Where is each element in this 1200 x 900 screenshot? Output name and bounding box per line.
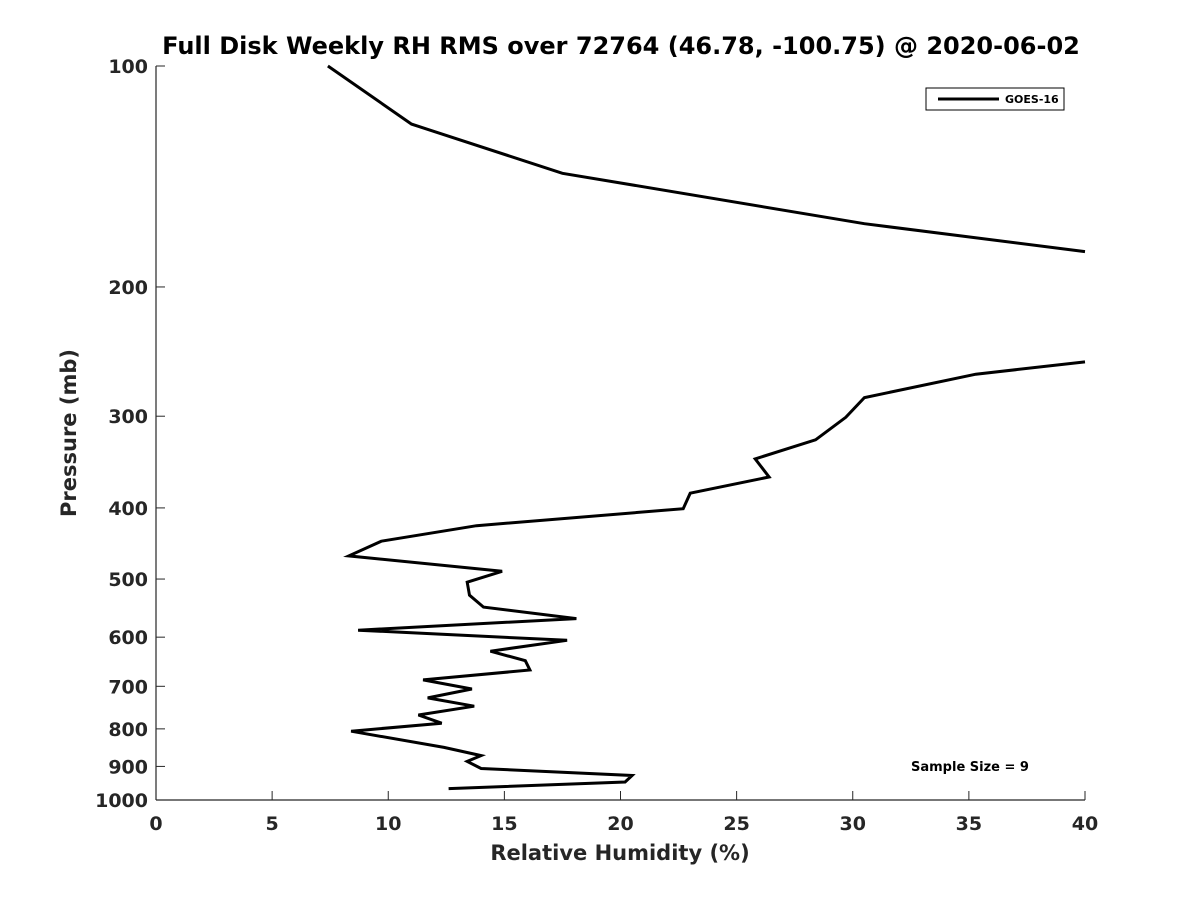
series-layer [327,64,1086,791]
y-tick-label: 600 [108,627,148,649]
x-tick-label: 30 [840,813,866,835]
series-line-segment-1 [327,64,1086,254]
x-tick-label: 5 [266,813,279,835]
x-axis-ticks: 0 5 10 15 20 25 30 35 40 [149,791,1098,835]
x-tick-label: 25 [723,813,749,835]
chart-title: Full Disk Weekly RH RMS over 72764 (46.7… [162,32,1080,60]
x-tick-label: 35 [956,813,982,835]
legend-label: GOES-16 [1005,93,1059,106]
sample-size-annotation: Sample Size = 9 [911,760,1029,775]
x-tick-label: 15 [491,813,517,835]
y-tick-label: 400 [108,498,148,520]
y-tick-label: 1000 [95,790,148,812]
legend: GOES-16 [925,87,1065,111]
y-tick-label: 800 [108,719,148,741]
x-tick-label: 20 [607,813,633,835]
x-tick-label: 0 [149,813,162,835]
x-tick-label: 40 [1072,813,1098,835]
y-axis-label: Pressure (mb) [57,349,81,517]
y-tick-label: 300 [108,406,148,428]
y-tick-label: 200 [108,277,148,299]
x-tick-label: 10 [375,813,401,835]
y-tick-label: 100 [108,56,148,78]
y-tick-label: 700 [108,676,148,698]
y-tick-label: 500 [108,569,148,591]
y-tick-label: 900 [108,756,148,778]
series-line-segment-2 [343,360,1086,791]
x-axis-label: Relative Humidity (%) [490,841,749,865]
y-axis-ticks: 100 200 300 400 500 600 700 800 900 1000 [95,56,165,812]
